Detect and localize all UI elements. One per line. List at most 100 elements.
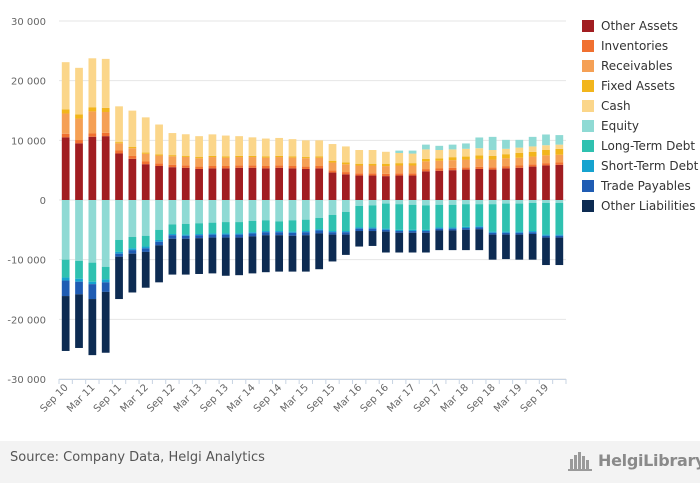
y-tick-label: -20 000 [7, 315, 46, 326]
x-tick-label: Mar 15 [279, 382, 311, 414]
x-tick-label: Mar 12 [118, 382, 150, 414]
bar-segment [488, 136, 497, 150]
bar-segment [115, 253, 123, 257]
bar-segment [195, 157, 203, 159]
legend-item[interactable]: Long-Term Debt [582, 139, 695, 153]
bar-segment [368, 231, 377, 246]
bar-segment [208, 168, 217, 200]
bar-segment [528, 232, 537, 235]
bar-segment [528, 156, 537, 165]
bar-segment [261, 157, 270, 166]
bar-segment [301, 140, 310, 158]
legend-item[interactable]: Trade Payables [582, 179, 691, 193]
bar-segment [101, 266, 110, 280]
bar-segment [435, 160, 444, 169]
bar-segment [181, 223, 190, 235]
bar-segment [328, 232, 337, 235]
helgi-library-logo[interactable]: HelgiLibrary [568, 447, 700, 473]
bar-segment [195, 238, 203, 274]
legend-item[interactable]: Short-Term Debt [582, 159, 699, 173]
bar-segment [542, 145, 550, 150]
bar-segment [288, 200, 297, 221]
bar-segment [448, 227, 457, 229]
bar-segment [195, 234, 203, 236]
bar-segment [555, 200, 564, 203]
bar-segment [61, 137, 70, 200]
bar-segment [208, 165, 217, 169]
bar-segment [248, 200, 257, 221]
bar-segment [422, 161, 430, 170]
bar-segment [75, 67, 83, 115]
y-tick-label: -10 000 [7, 256, 46, 267]
bar-segment [528, 234, 537, 260]
bar-segment [168, 167, 177, 200]
bar-segment [515, 152, 524, 158]
bar-segment [221, 135, 230, 157]
bar-segment [275, 221, 284, 232]
bar-segment [368, 149, 377, 164]
bar-segment [448, 230, 457, 251]
bar-segment [475, 148, 484, 156]
legend-item[interactable]: Other Assets [582, 19, 678, 33]
bar-segment [141, 164, 150, 200]
bar-segment [101, 291, 110, 353]
x-tick-label: Sep 17 [412, 382, 444, 414]
bar-segment [528, 231, 537, 233]
bar-segment [75, 200, 83, 261]
bar-segment [248, 236, 257, 274]
bar-segment [235, 200, 243, 223]
bar-segment [408, 231, 417, 233]
legend-label: Fixed Assets [601, 79, 675, 93]
bar-segment [341, 232, 350, 235]
legend-item[interactable]: Equity [582, 119, 639, 133]
bar-segment [248, 157, 257, 166]
bar-segment [328, 231, 337, 233]
bar-segment [261, 168, 270, 200]
bar-segment [141, 235, 150, 247]
bar-segment [155, 163, 163, 166]
bar-segment [462, 228, 470, 230]
bar-segment [382, 229, 390, 232]
bar-segment [555, 164, 564, 200]
bar-segment [462, 169, 470, 200]
legend-item[interactable]: Other Liabilities [582, 199, 696, 213]
legend-item[interactable]: Receivables [582, 59, 673, 73]
bar-segment [528, 202, 537, 232]
bar-segment [488, 200, 497, 205]
x-tick-label: Sep 12 [145, 382, 177, 414]
bar-segment [475, 166, 484, 169]
bar-segment [515, 200, 524, 204]
bar-segment [101, 132, 110, 137]
legend-item[interactable]: Cash [582, 99, 631, 113]
bar-segment [195, 235, 203, 239]
bar-segment [141, 153, 150, 162]
bar-segment [221, 156, 230, 158]
bar-segment [88, 200, 97, 263]
bar-segment [221, 157, 230, 166]
bar-segment [221, 237, 230, 276]
bar-segment [382, 166, 390, 174]
bar-segment [248, 137, 257, 156]
bar-segment [315, 217, 324, 230]
legend-swatch [582, 180, 594, 192]
bar-segment [261, 220, 270, 232]
bar-segment [75, 143, 83, 200]
bar-segment [275, 137, 284, 156]
bar-segment [502, 154, 510, 159]
bar-segment [275, 231, 284, 233]
legend-item[interactable]: Inventories [582, 39, 668, 53]
legend-swatch [582, 20, 594, 32]
bar-segment [488, 169, 497, 200]
bar-segment [382, 203, 390, 229]
bar-segment [382, 231, 390, 253]
bar-segment [261, 165, 270, 169]
bar-segment [61, 200, 70, 260]
bar-segment [275, 155, 284, 158]
bar-segment [542, 165, 550, 200]
bar-segment [315, 157, 324, 166]
bar-segment [128, 248, 137, 251]
bar-segment [408, 165, 417, 174]
legend-item[interactable]: Fixed Assets [582, 79, 675, 93]
bar-segment [341, 211, 350, 232]
bar-segment [462, 148, 470, 157]
